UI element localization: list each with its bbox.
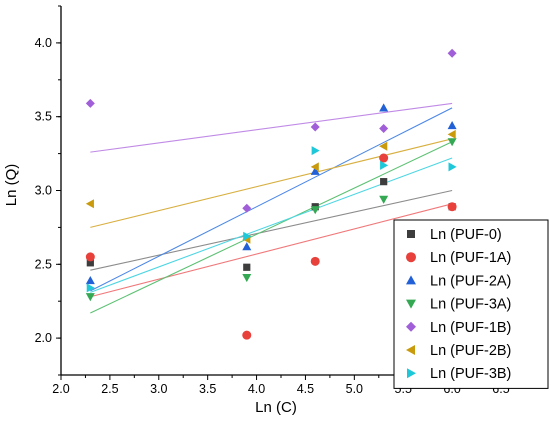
- legend-box: [393, 219, 549, 389]
- x-tick-label: 5.0: [346, 382, 363, 396]
- legend-marker: [406, 321, 416, 332]
- data-point: [243, 231, 252, 241]
- y-tick-label: 4.0: [35, 36, 52, 50]
- data-point: [379, 153, 389, 163]
- legend: Ln (PUF-0) Ln (PUF-1A) Ln (PUF-2A) Ln (PUF-…: [393, 219, 549, 389]
- data-point: [310, 166, 320, 175]
- fit-lines: [90, 102, 453, 314]
- data-point: [379, 141, 388, 151]
- data-point: [85, 252, 95, 262]
- data-point: [379, 103, 389, 112]
- legend-marker: [406, 299, 416, 309]
- legend-marker: [406, 275, 416, 285]
- data-point: [85, 98, 95, 108]
- data-point: [379, 195, 389, 204]
- legend-marker: [407, 368, 416, 379]
- y-tick-label: 3.0: [35, 184, 52, 198]
- fit-line: [90, 189, 453, 271]
- x-axis-title: Ln (C): [255, 399, 297, 416]
- legend-label: Ln (PUF-1A): [430, 250, 511, 266]
- axes: 2.0 2.5 3.0 3.5 4.0 4.5 5.0 5.5 6.0 6.52.02.53.03…: [35, 5, 510, 396]
- legend-label: Ln (PUF-0): [430, 227, 502, 243]
- data-point: [447, 129, 456, 139]
- x-tick-label: 2.5: [101, 382, 118, 396]
- data-point: [310, 122, 320, 132]
- data-points: [85, 48, 457, 340]
- fit-line: [90, 157, 453, 293]
- data-point: [447, 202, 457, 212]
- y-tick-label: 2.0: [35, 331, 52, 345]
- data-point: [242, 203, 252, 213]
- y-tick-label: 2.5: [35, 257, 52, 271]
- legend-label: Ln (PUF-1B): [430, 320, 511, 336]
- y-tick-label: 3.5: [35, 110, 52, 124]
- data-point: [447, 121, 457, 130]
- data-point: [85, 199, 94, 209]
- fit-line: [90, 141, 453, 314]
- legend-label: Ln (PUF-3B): [430, 366, 511, 382]
- data-point: [242, 273, 252, 283]
- x-tick-label: 4.5: [297, 382, 314, 396]
- data-point: [448, 162, 457, 172]
- data-point: [242, 330, 252, 340]
- data-point: [311, 146, 320, 156]
- x-tick-label: 2.0: [52, 382, 69, 396]
- data-point: [380, 160, 389, 170]
- data-point: [310, 162, 319, 172]
- data-point: [85, 293, 95, 302]
- legend-marker: [407, 230, 415, 238]
- data-point: [310, 206, 320, 215]
- data-point: [86, 283, 95, 293]
- data-point: [447, 138, 457, 147]
- legend-marker: [406, 252, 416, 263]
- legend-label: Ln (PUF-2B): [430, 343, 511, 359]
- legend-marker: [406, 345, 415, 355]
- x-tick-label: 3.0: [150, 382, 167, 396]
- legend-label: Ln (PUF-2A): [430, 273, 511, 289]
- data-point: [242, 242, 252, 251]
- data-point: [379, 124, 389, 134]
- data-point: [86, 259, 94, 267]
- data-point: [380, 178, 388, 186]
- fit-line: [90, 107, 453, 292]
- fit-line: [90, 203, 453, 298]
- y-axis-title: Ln (Q): [3, 164, 20, 207]
- x-tick-label: 3.5: [199, 382, 216, 396]
- data-point: [310, 256, 320, 266]
- data-point: [243, 263, 251, 271]
- fit-line: [90, 138, 453, 228]
- data-point: [85, 276, 95, 285]
- x-tick-label: 4.0: [248, 382, 265, 396]
- data-point: [447, 48, 457, 58]
- fit-line: [90, 102, 453, 153]
- legend-label: Ln (PUF-3A): [430, 297, 511, 313]
